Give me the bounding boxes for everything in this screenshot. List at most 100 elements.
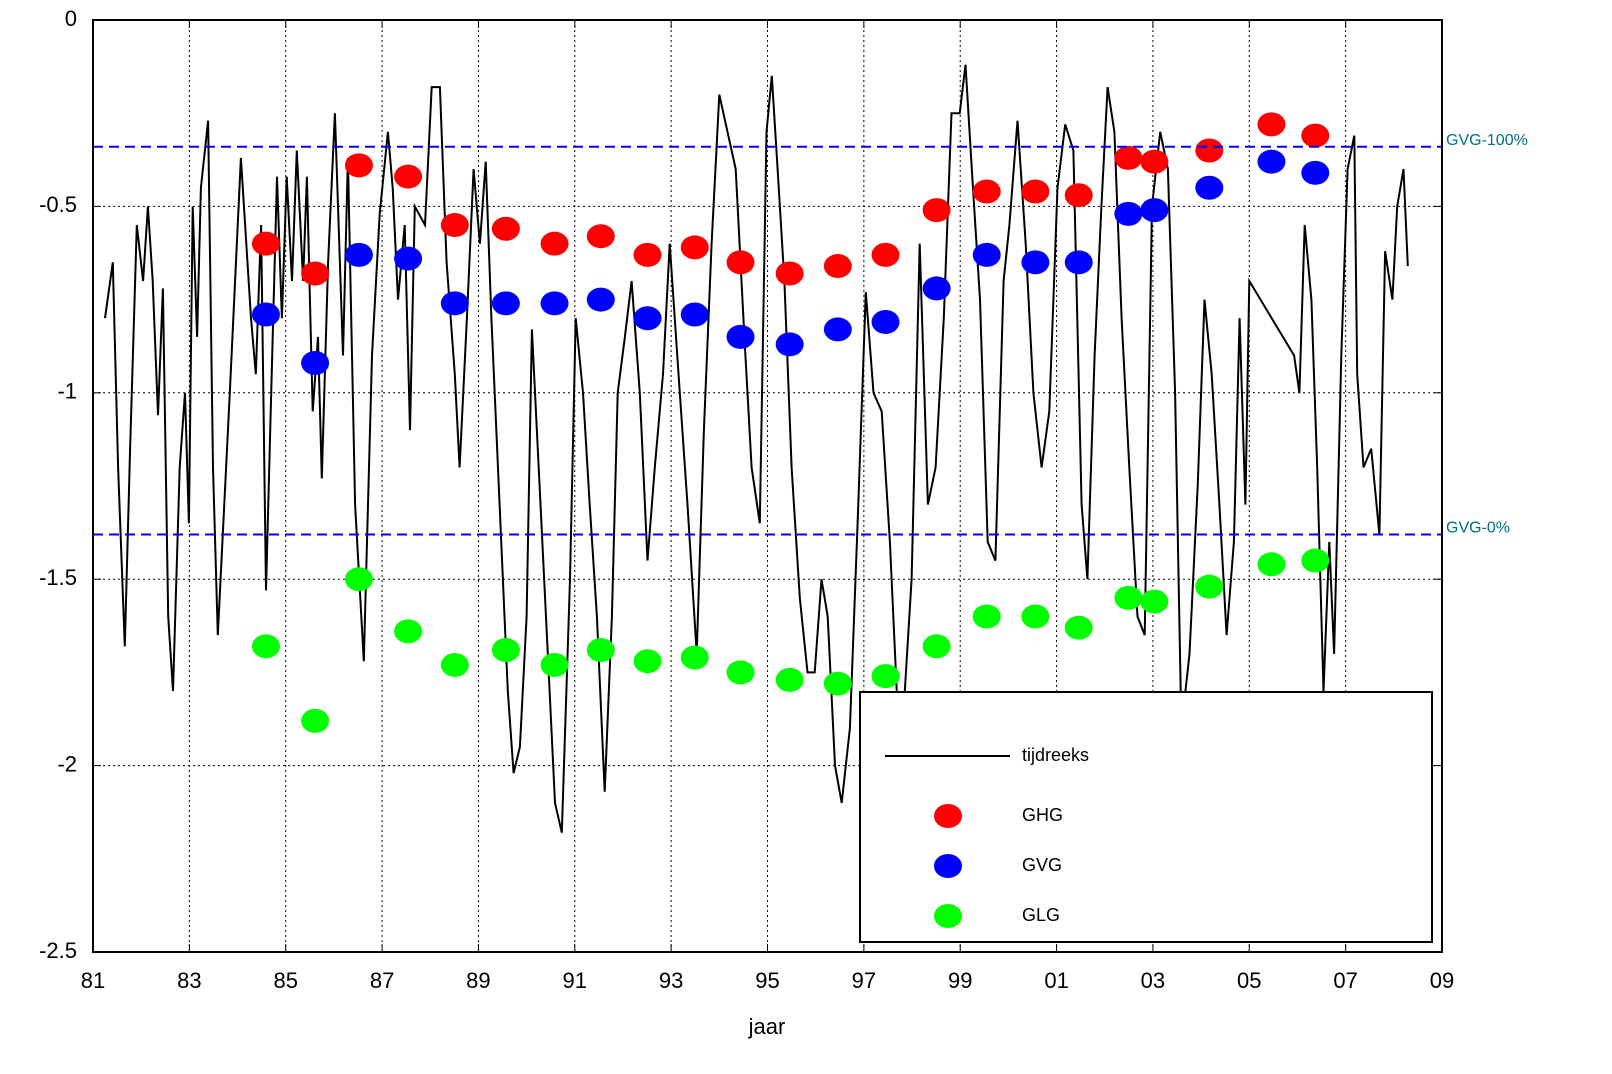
point [1257,112,1286,137]
point [922,198,951,223]
point [823,254,852,279]
x-tick-label: 95 [755,968,779,993]
point [1195,574,1224,599]
y-tick-label: 0 [65,6,77,31]
point [251,634,280,659]
x-tick-label: 91 [563,968,587,993]
point [726,660,755,685]
point [540,652,569,677]
x-axis-label: jaar [748,1014,786,1039]
point [1195,175,1224,200]
point [972,242,1001,267]
point [775,332,804,357]
legend-label: GHG [1022,805,1063,825]
point [586,287,615,312]
point [1021,604,1050,629]
point [1064,183,1093,208]
x-tick-label: 03 [1141,968,1165,993]
point [972,179,1001,204]
point [586,638,615,663]
point [922,276,951,301]
point [972,604,1001,629]
point [922,634,951,659]
x-tick-label: 01 [1044,968,1068,993]
x-tick-label: 93 [659,968,683,993]
point [1114,201,1143,226]
point [823,671,852,696]
point [440,291,469,316]
point [394,619,423,644]
point [301,708,330,733]
series-line [104,64,1409,833]
x-tick-label: 87 [370,968,394,993]
point [1064,250,1093,275]
point [1257,149,1286,174]
point [586,224,615,249]
point [1301,160,1330,185]
x-tick-label: 09 [1430,968,1454,993]
legend-label: GVG [1022,855,1062,875]
plot-frame [92,19,1443,953]
point [1301,548,1330,573]
point [871,309,900,334]
x-tick-label: 89 [466,968,490,993]
point [1140,589,1169,614]
point [344,242,373,267]
point [1021,250,1050,275]
point [491,291,520,316]
point [491,216,520,241]
point [1064,615,1093,640]
x-tick-label: 83 [177,968,201,993]
point [775,667,804,692]
point [440,213,469,238]
x-tick-label: 81 [81,968,105,993]
point [680,302,709,327]
point [823,317,852,342]
point [1257,552,1286,577]
point [680,235,709,260]
y-tick-label: -2.5 [39,938,77,963]
point [633,306,662,331]
point [1140,198,1169,223]
point [775,261,804,286]
point [394,246,423,271]
reference-label: GVG-100% [1446,132,1528,149]
point [633,649,662,674]
point [680,645,709,670]
point [394,164,423,189]
point [301,261,330,286]
y-tick-label: -1.5 [39,565,77,590]
x-tick-label: 99 [948,968,972,993]
point [871,664,900,689]
y-tick-label: -0.5 [39,192,77,217]
point [344,153,373,178]
legend-label: GLG [1022,905,1060,925]
x-tick-label: 97 [852,968,876,993]
point [871,242,900,267]
legend-marker [934,854,962,878]
point [1301,123,1330,148]
legend-label: tijdreeks [1022,745,1089,765]
point [251,231,280,256]
point [726,250,755,275]
point [1195,138,1224,163]
legend-marker [934,904,962,928]
point [540,291,569,316]
x-tick-label: 05 [1237,968,1261,993]
legend-marker [934,804,962,828]
point [344,567,373,592]
point [1114,145,1143,170]
point [440,652,469,677]
point [540,231,569,256]
point [1114,585,1143,610]
point [633,242,662,267]
point [1021,179,1050,204]
y-tick-label: -2 [57,751,77,776]
y-tick-label: -1 [57,379,77,404]
point [726,324,755,349]
point [1140,149,1169,174]
x-tick-label: 07 [1333,968,1357,993]
x-tick-label: 85 [273,968,297,993]
